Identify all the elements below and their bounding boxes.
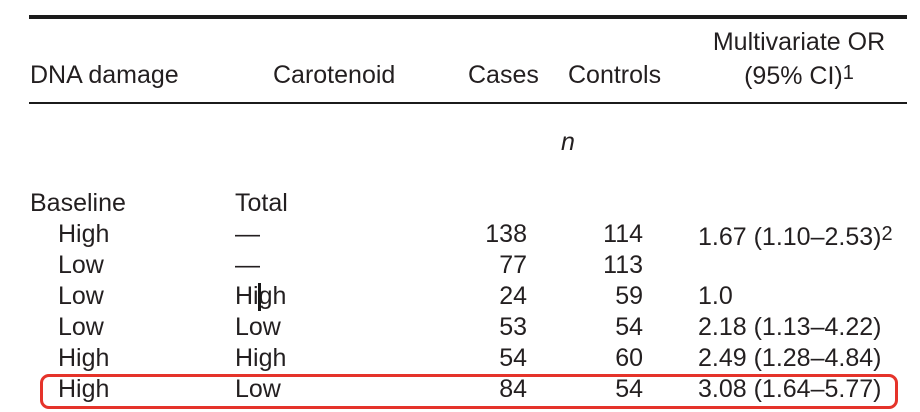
cell-cases: 54: [499, 344, 527, 372]
cell-cases: 138: [485, 220, 527, 248]
column-header-dna-damage: DNA damage: [30, 61, 179, 89]
table-body: Baseline Total High — 138 114 1.67 (1.10–2.53)…: [29, 188, 907, 405]
cell-or: [654, 250, 907, 281]
cell-controls: [567, 188, 654, 219]
cell-carotenoid: Total: [235, 189, 288, 217]
cell-dna-damage: Baseline: [30, 189, 126, 217]
highlight-annotation-box: [40, 374, 898, 409]
cell-dna-damage: Low: [58, 313, 104, 341]
cell-cases: 84: [499, 375, 527, 403]
table-row: Low — 77 113: [29, 250, 907, 281]
cell-controls: 59: [615, 282, 643, 310]
cell-cases: 77: [499, 251, 527, 279]
cell-cases: 53: [499, 313, 527, 341]
cell-or: 1.0: [698, 282, 733, 310]
cell-or: 2.49 (1.28–4.84): [698, 344, 882, 372]
cell-dna-damage: High: [58, 220, 110, 248]
cell-dna-damage: High: [58, 344, 110, 372]
table-row-highlighted: High Low 84 54 3.08 (1.64–5.77): [29, 374, 907, 405]
cell-controls: 114: [603, 220, 643, 248]
cell-cases: [460, 188, 567, 219]
table-row: High High 54 60 2.49 (1.28–4.84): [29, 343, 907, 374]
cell-or: 3.08 (1.64–5.77): [698, 375, 882, 403]
column-header-multivariate-or: Multivariate OR (95% CI)1: [669, 27, 920, 92]
cell-carotenoid: Low: [235, 375, 281, 403]
cell-dna-damage: High: [58, 375, 110, 403]
cell-cases: 24: [499, 282, 527, 310]
table-row: Low Low 53 54 2.18 (1.13–4.22): [29, 312, 907, 343]
table-top-rule: [29, 15, 907, 19]
cell-controls: 54: [615, 375, 643, 403]
cell-or: 2.18 (1.13–4.22): [698, 313, 882, 341]
header-divider-rule: [29, 102, 907, 104]
footnote-marker-2: 2: [881, 223, 893, 245]
column-header-controls: Controls: [568, 61, 662, 89]
table-row: Low High 24 59 1.0: [29, 281, 907, 312]
multivariate-or-line1: Multivariate OR: [712, 28, 886, 56]
cell-carotenoid: Low: [235, 313, 281, 341]
cell-carotenoid: High: [235, 344, 287, 372]
cell-controls: 60: [615, 344, 643, 372]
column-header-carotenoid: Carotenoid: [273, 61, 396, 89]
table-row: Baseline Total: [29, 188, 907, 219]
multivariate-or-line2: (95% CI): [744, 62, 843, 90]
cell-controls: 54: [615, 313, 643, 341]
cell-dna-damage: Low: [58, 282, 104, 310]
cell-controls: 113: [603, 251, 643, 279]
cell-or: [654, 188, 907, 219]
text-cursor: [258, 283, 261, 311]
cell-carotenoid: —: [235, 251, 260, 279]
table-row: High — 138 114 1.67 (1.10–2.53)2: [29, 219, 907, 251]
column-header-cases: Cases: [468, 61, 539, 89]
n-subheader: n: [561, 128, 575, 156]
cell-dna-damage: Low: [58, 251, 104, 279]
cell-carotenoid: High: [235, 282, 287, 311]
footnote-marker-1: 1: [842, 62, 854, 84]
cell-or: 1.67 (1.10–2.53)2: [698, 223, 893, 251]
cell-carotenoid: —: [235, 220, 260, 248]
